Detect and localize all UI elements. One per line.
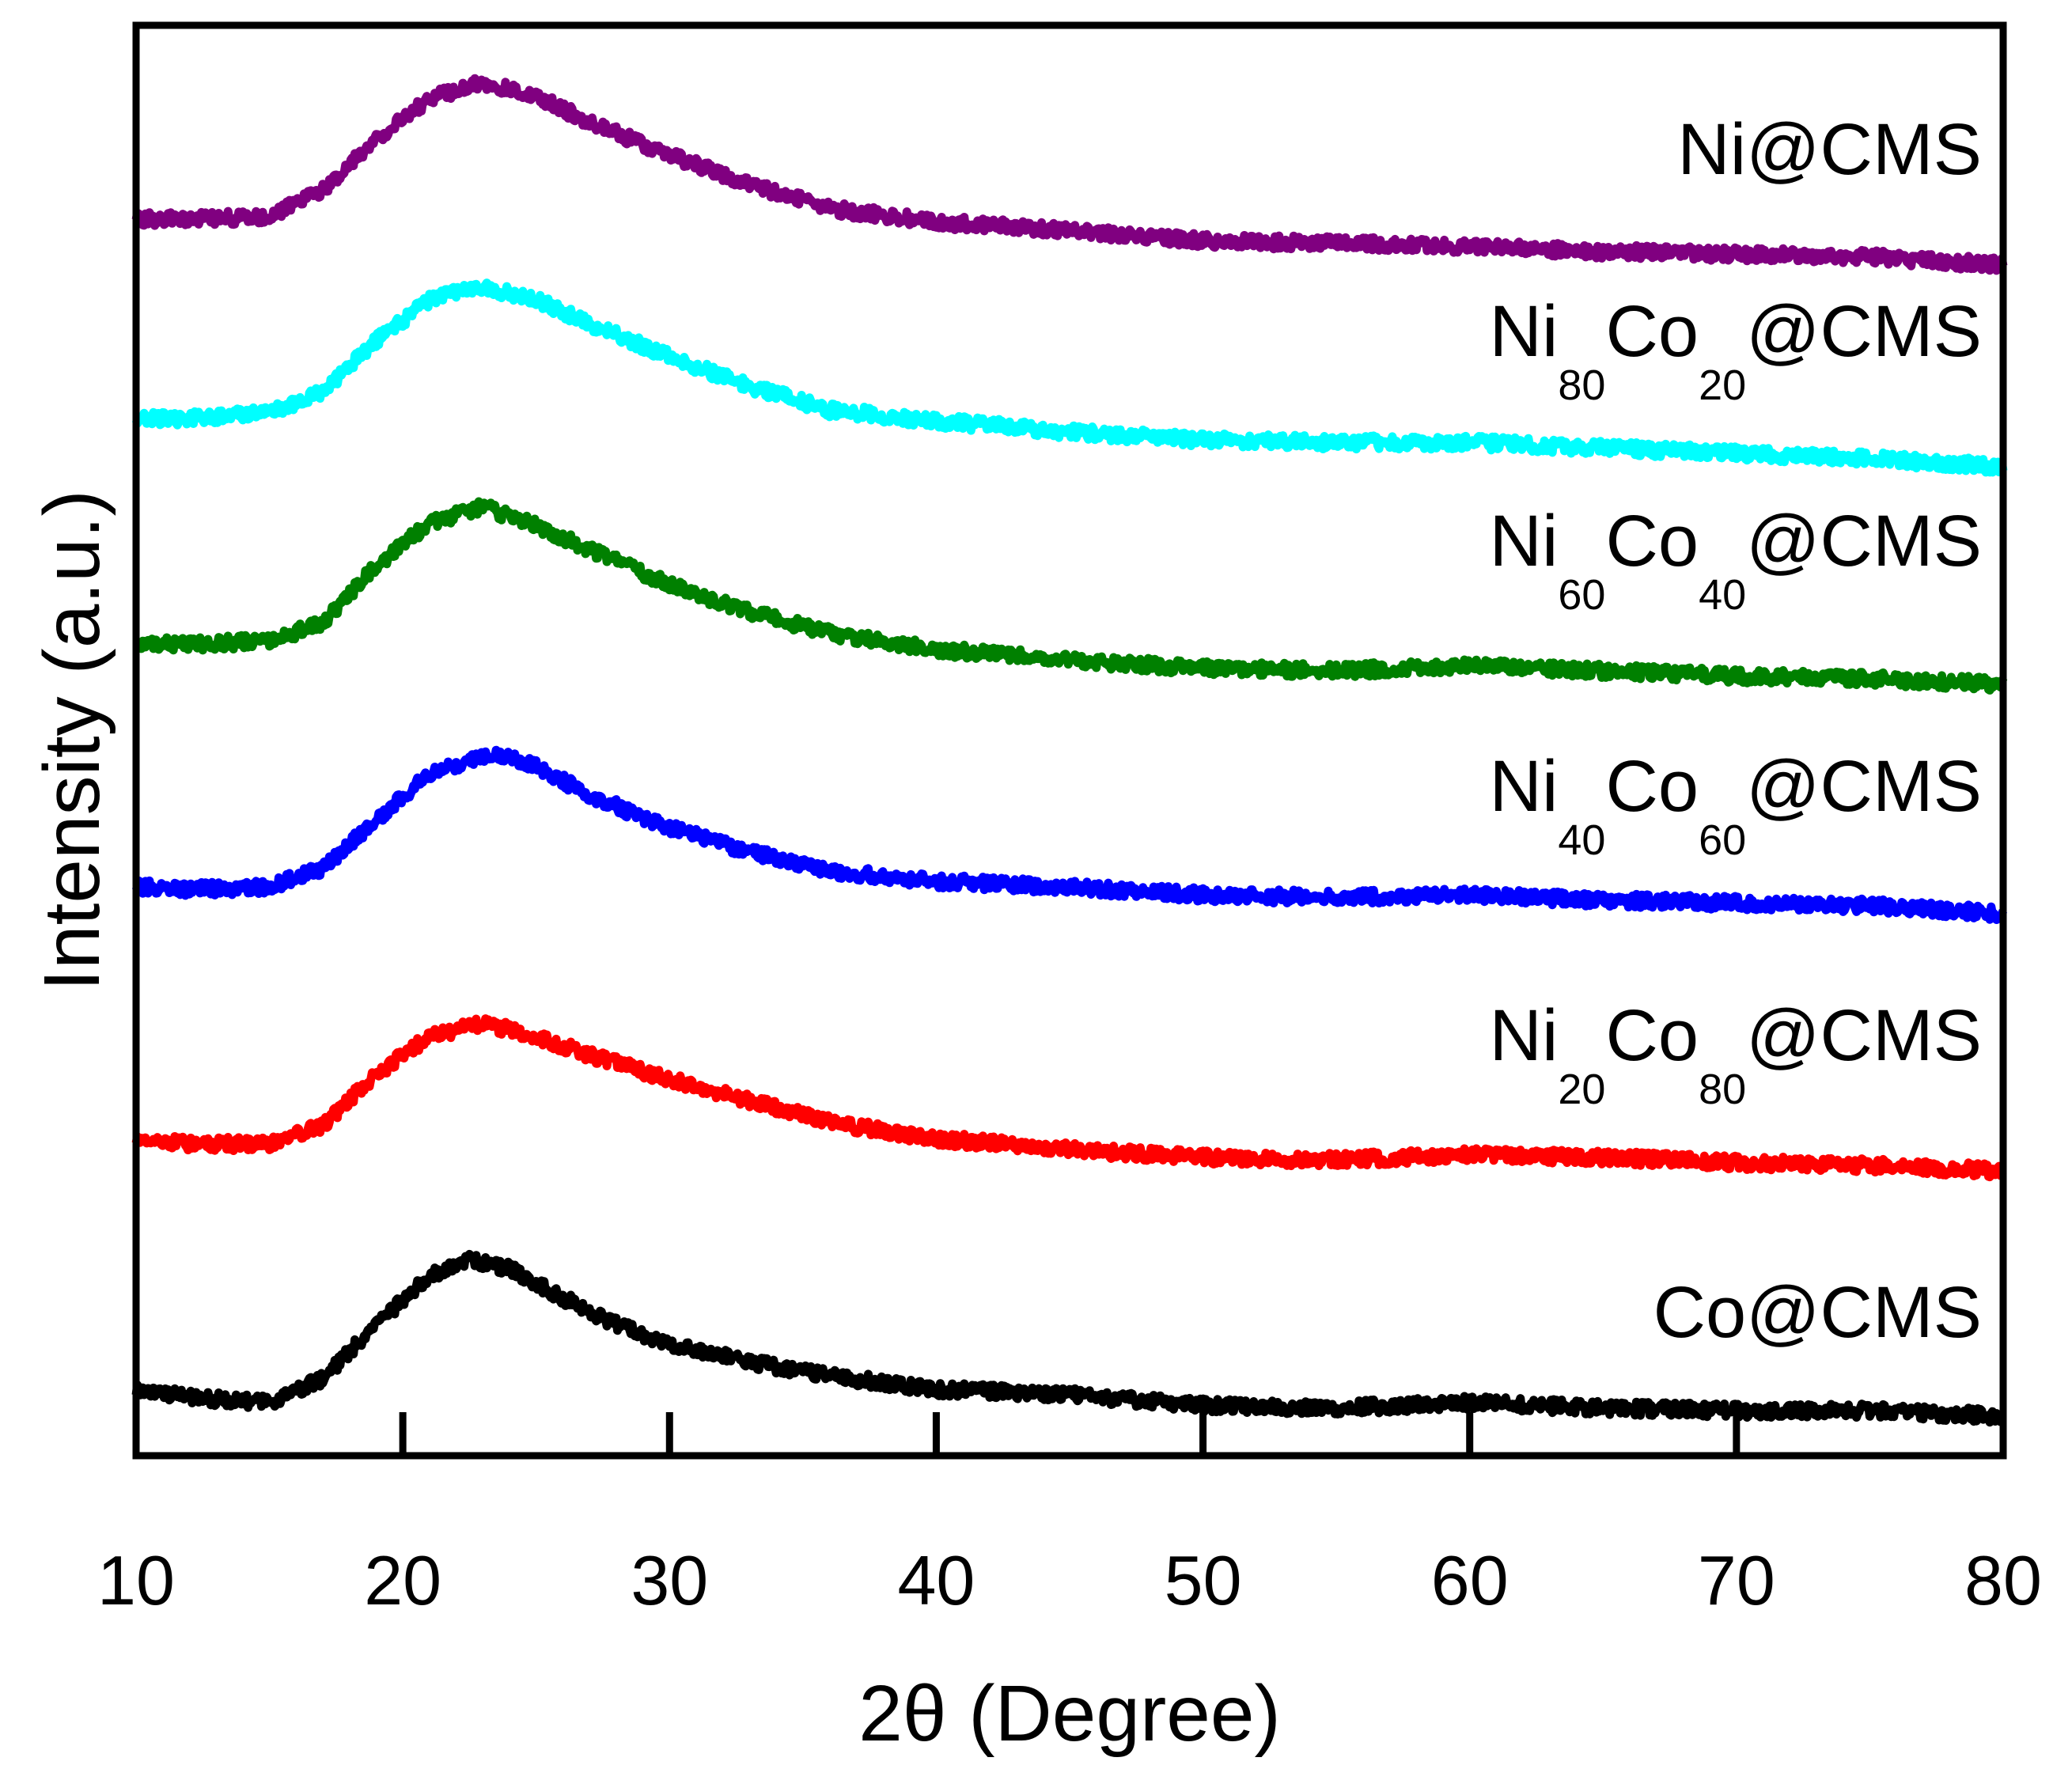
curves-layer xyxy=(131,74,2008,1427)
series-line-ni-cms xyxy=(131,74,2008,275)
series-label-ni60co40-cms: Ni60Co40@CMS xyxy=(1490,501,1983,619)
x-tick-label: 80 xyxy=(1964,1541,2042,1619)
x-tick-label: 50 xyxy=(1165,1541,1242,1619)
series-label-ni-cms: Ni@CMS xyxy=(1677,109,1982,190)
y-axis-title: Intensity (a.u.) xyxy=(28,490,116,991)
series-label-ni20co80-cms: Ni20Co80@CMS xyxy=(1490,995,1983,1113)
x-tick-label: 20 xyxy=(364,1541,441,1619)
x-tick-label: 30 xyxy=(631,1541,708,1619)
plot-frame xyxy=(132,21,2007,1460)
series-label-ni40co60-cms: Ni40Co60@CMS xyxy=(1490,746,1983,864)
series-label-co-cms: Co@CMS xyxy=(1653,1272,1982,1353)
x-tick-label: 40 xyxy=(897,1541,975,1619)
series-line-ni80co20-cms xyxy=(131,278,2008,477)
series-line-co-cms xyxy=(131,1249,2006,1427)
series-line-ni40co60-cms xyxy=(131,745,2008,924)
x-tick-label: 60 xyxy=(1431,1541,1509,1619)
x-ticks: 10 20 30 40 50 60 70 80 xyxy=(97,1412,2042,1619)
x-tick-label: 70 xyxy=(1698,1541,1775,1619)
x-tick-label: 10 xyxy=(97,1541,175,1619)
series-line-ni20co80-cms xyxy=(131,1014,2007,1182)
series-labels: Co@CMS Ni20Co80@CMS Ni40Co60@CMS Ni60Co40@C… xyxy=(1490,109,1983,1353)
series-line-ni60co40-cms xyxy=(133,497,2008,695)
x-axis-title: 2θ (Degree) xyxy=(858,1669,1281,1758)
series-label-ni80co20-cms: Ni80Co20@CMS xyxy=(1490,291,1983,409)
